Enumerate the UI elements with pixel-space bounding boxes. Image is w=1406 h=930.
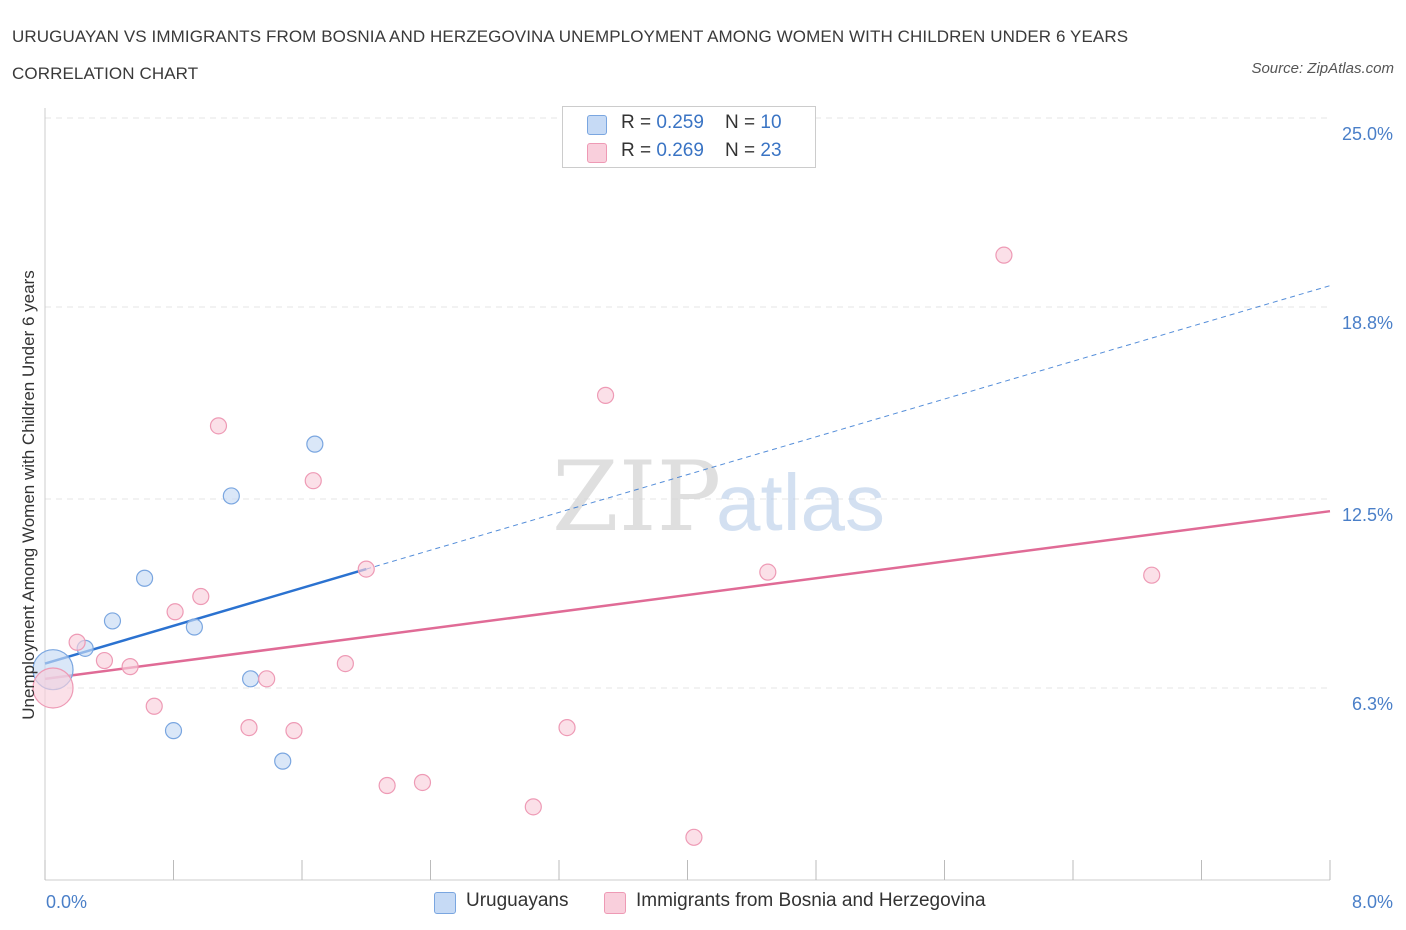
- bosnia-point: [413, 773, 432, 792]
- legend-r-label: R =: [621, 140, 657, 161]
- axes: [44, 108, 1331, 881]
- legend-swatch-bosnia: [587, 143, 607, 163]
- watermark-zip: ZIP: [552, 441, 721, 553]
- watermark-atlas: atlas: [716, 458, 885, 547]
- bosnia-point: [285, 722, 303, 740]
- bottom-legend-swatch-bosnia: [604, 892, 626, 914]
- x-tick-label: 0.0%: [46, 892, 87, 912]
- bosnia-point: [68, 633, 86, 651]
- bosnia-point: [524, 798, 542, 816]
- bosnia-point: [145, 697, 163, 715]
- bosnia-point: [95, 651, 114, 670]
- bottom-legend-swatch-uruguayans: [434, 892, 456, 914]
- y-tick-label: 25.0%: [1342, 124, 1393, 144]
- bosnia-point: [304, 472, 322, 490]
- uruguayan-point: [242, 670, 260, 688]
- chart-title: URUGUAYAN VS IMMIGRANTS FROM BOSNIA AND …: [12, 27, 1129, 83]
- bosnia-point: [121, 658, 139, 676]
- bosnia-point: [240, 718, 258, 737]
- bosnia-point: [166, 603, 184, 621]
- source-label: Source: ZipAtlas.com: [1251, 60, 1394, 77]
- y-tick-label: 18.8%: [1342, 313, 1393, 333]
- trend-line-uruguayans: [44, 567, 367, 665]
- y-tick-label: 6.3%: [1352, 694, 1393, 714]
- trend-lines: [44, 285, 1331, 681]
- bosnia-point: [192, 587, 210, 606]
- bottom-legend-label-uruguayans: Uruguayans: [466, 890, 569, 911]
- uruguayan-point: [135, 569, 154, 587]
- tick-labels: 6.3% 12.5% 18.8% 25.0% 0.0% 8.0%: [46, 124, 1393, 912]
- bosnia-point: [1143, 566, 1161, 584]
- x-tick-label: 8.0%: [1352, 892, 1393, 912]
- watermark: ZIP atlas: [552, 441, 885, 553]
- bosnia-point: [209, 417, 228, 435]
- legend-r-label: R =: [621, 112, 657, 133]
- correlation-legend: R = 0.259 N = 10 R = 0.269 N = 23: [562, 106, 816, 168]
- legend-n-label: N =: [725, 140, 761, 161]
- bosnia-point: [258, 670, 276, 688]
- bosnia-point: [596, 386, 615, 404]
- legend-n-value: 23: [760, 140, 782, 161]
- bosnia-point: [336, 654, 354, 673]
- legend-r-value: 0.259: [656, 112, 704, 133]
- bosnia-point: [685, 828, 703, 846]
- trend-line-bosnia: [44, 509, 1331, 681]
- bosnia-point: [357, 560, 375, 578]
- trend-line-uruguayans-extension: [366, 285, 1331, 570]
- uruguayan-point: [185, 618, 203, 636]
- bosnia-point: [995, 246, 1013, 264]
- bosnia-point: [32, 667, 74, 709]
- legend-n-value: 10: [760, 112, 782, 133]
- bosnia-point: [558, 718, 576, 737]
- data-points: [32, 246, 1161, 846]
- uruguayan-point: [306, 435, 324, 453]
- legend-n-label: N =: [725, 112, 761, 133]
- uruguayan-point: [274, 752, 292, 770]
- uruguayan-point: [103, 612, 122, 630]
- bottom-legend-label-bosnia: Immigrants from Bosnia and Herzegovina: [636, 890, 986, 911]
- bosnia-point: [759, 563, 777, 581]
- y-axis-label: Unemployment Among Women with Children U…: [19, 270, 38, 719]
- grid-lines: [45, 117, 1330, 689]
- legend-swatch-uruguayans: [587, 115, 607, 135]
- legend-r-value: 0.269: [656, 140, 704, 161]
- uruguayan-point: [222, 487, 240, 505]
- y-tick-label: 12.5%: [1342, 505, 1393, 525]
- bosnia-point: [378, 776, 396, 795]
- uruguayan-point: [164, 722, 183, 740]
